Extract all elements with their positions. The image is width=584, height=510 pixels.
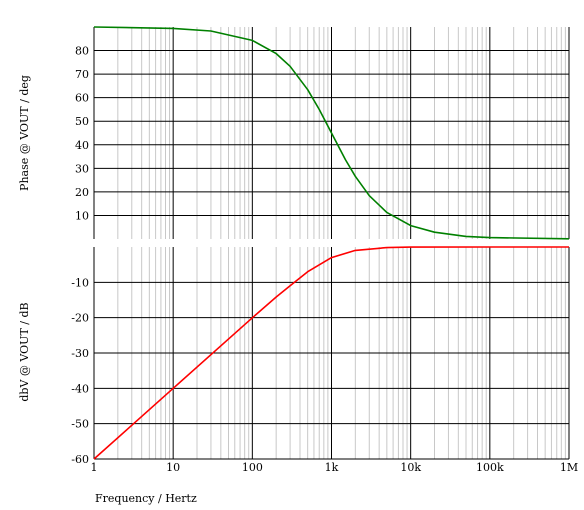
y-tick-label: 30 — [75, 162, 89, 175]
gain-panel: -10 -20 -30 -40 -50 -601 10 100 1k 10k 100k 1M — [71, 246, 578, 474]
x-tick-label: 10k — [400, 461, 421, 474]
x-tick-label: 1M — [560, 461, 578, 474]
y-tick-label: 40 — [75, 139, 89, 152]
x-tick-label: 1 — [91, 461, 98, 474]
y-tick-label: 10 — [75, 209, 89, 222]
y-tick-label: 70 — [75, 68, 89, 81]
phase-panel: 10 20 30 40 50 60 70 80 — [75, 26, 570, 240]
series-line — [93, 246, 569, 460]
y-tick-label: -60 — [71, 453, 89, 466]
y-tick-label: -50 — [71, 418, 89, 431]
series-line — [93, 26, 570, 240]
y-tick-label: 80 — [75, 45, 89, 58]
x-tick-label: 10 — [166, 461, 180, 474]
y-tick-label: 60 — [75, 92, 89, 105]
x-axis-label: Frequency / Hertz — [95, 492, 197, 505]
x-tick-label: 1k — [325, 461, 339, 474]
x-tick-label: 100 — [242, 461, 263, 474]
y-tick-label: 20 — [75, 186, 89, 199]
x-tick-label: 100k — [476, 461, 504, 474]
y-tick-label: 50 — [75, 115, 89, 128]
phase-y-axis-label: Phase @ VOUT / deg — [18, 75, 31, 191]
gain-y-axis-label: dbV @ VOUT / dB — [18, 302, 31, 401]
y-tick-label: -20 — [71, 312, 89, 325]
y-tick-label: -10 — [71, 276, 89, 289]
y-tick-label: -30 — [71, 347, 89, 360]
y-tick-label: -40 — [71, 382, 89, 395]
